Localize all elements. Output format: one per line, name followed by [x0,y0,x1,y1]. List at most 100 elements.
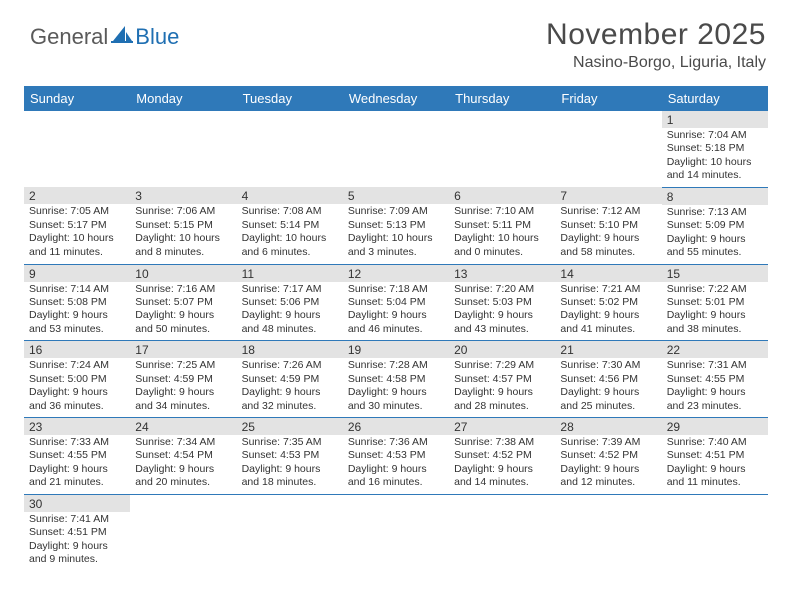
day-details: Sunrise: 7:26 AMSunset: 4:59 PMDaylight:… [237,358,343,417]
day-details: Sunrise: 7:16 AMSunset: 5:07 PMDaylight:… [130,282,236,341]
weekday-header: Tuesday [237,86,343,111]
day-number: 18 [237,341,343,358]
calendar-cell: 11Sunrise: 7:17 AMSunset: 5:06 PMDayligh… [237,264,343,341]
day-number: 19 [343,341,449,358]
calendar-cell: 3Sunrise: 7:06 AMSunset: 5:15 PMDaylight… [130,187,236,264]
weekday-header: Monday [130,86,236,111]
day-details: Sunrise: 7:18 AMSunset: 5:04 PMDaylight:… [343,282,449,341]
calendar-cell: 13Sunrise: 7:20 AMSunset: 5:03 PMDayligh… [449,264,555,341]
calendar-cell: 19Sunrise: 7:28 AMSunset: 4:58 PMDayligh… [343,341,449,418]
weekday-header: Friday [555,86,661,111]
calendar-cell: 29Sunrise: 7:40 AMSunset: 4:51 PMDayligh… [662,418,768,495]
day-details: Sunrise: 7:36 AMSunset: 4:53 PMDaylight:… [343,435,449,494]
logo: General Blue [30,18,179,50]
day-number: 24 [130,418,236,435]
day-number: 6 [449,187,555,204]
weekday-header: Thursday [449,86,555,111]
calendar-cell [449,494,555,570]
day-details: Sunrise: 7:39 AMSunset: 4:52 PMDaylight:… [555,435,661,494]
day-number: 27 [449,418,555,435]
calendar-cell [237,111,343,187]
day-number: 3 [130,187,236,204]
month-title: November 2025 [546,18,766,52]
calendar-cell: 16Sunrise: 7:24 AMSunset: 5:00 PMDayligh… [24,341,130,418]
day-details: Sunrise: 7:29 AMSunset: 4:57 PMDaylight:… [449,358,555,417]
day-number: 15 [662,265,768,282]
calendar-cell: 28Sunrise: 7:39 AMSunset: 4:52 PMDayligh… [555,418,661,495]
weekday-header: Saturday [662,86,768,111]
calendar-cell [343,494,449,570]
calendar-cell [130,111,236,187]
calendar-cell: 23Sunrise: 7:33 AMSunset: 4:55 PMDayligh… [24,418,130,495]
day-number: 29 [662,418,768,435]
calendar-cell: 4Sunrise: 7:08 AMSunset: 5:14 PMDaylight… [237,187,343,264]
calendar-row: 16Sunrise: 7:24 AMSunset: 5:00 PMDayligh… [24,341,768,418]
calendar-cell: 27Sunrise: 7:38 AMSunset: 4:52 PMDayligh… [449,418,555,495]
day-number: 12 [343,265,449,282]
calendar-cell: 9Sunrise: 7:14 AMSunset: 5:08 PMDaylight… [24,264,130,341]
day-number: 8 [662,188,768,205]
logo-text-blue: Blue [135,24,179,50]
calendar-cell: 30Sunrise: 7:41 AMSunset: 4:51 PMDayligh… [24,494,130,570]
title-block: November 2025 Nasino-Borgo, Liguria, Ita… [546,18,766,72]
calendar-cell [343,111,449,187]
calendar-cell: 5Sunrise: 7:09 AMSunset: 5:13 PMDaylight… [343,187,449,264]
day-details: Sunrise: 7:40 AMSunset: 4:51 PMDaylight:… [662,435,768,494]
day-number: 13 [449,265,555,282]
calendar-cell: 22Sunrise: 7:31 AMSunset: 4:55 PMDayligh… [662,341,768,418]
day-number: 2 [24,187,130,204]
logo-text-general: General [30,24,108,50]
day-number: 16 [24,341,130,358]
day-details: Sunrise: 7:33 AMSunset: 4:55 PMDaylight:… [24,435,130,494]
calendar-cell: 21Sunrise: 7:30 AMSunset: 4:56 PMDayligh… [555,341,661,418]
calendar-cell [662,494,768,570]
day-details: Sunrise: 7:20 AMSunset: 5:03 PMDaylight:… [449,282,555,341]
day-details: Sunrise: 7:04 AMSunset: 5:18 PMDaylight:… [662,128,768,187]
calendar-table: SundayMondayTuesdayWednesdayThursdayFrid… [24,86,768,571]
day-number: 20 [449,341,555,358]
day-details: Sunrise: 7:05 AMSunset: 5:17 PMDaylight:… [24,204,130,263]
day-details: Sunrise: 7:25 AMSunset: 4:59 PMDaylight:… [130,358,236,417]
calendar-cell: 2Sunrise: 7:05 AMSunset: 5:17 PMDaylight… [24,187,130,264]
day-number: 17 [130,341,236,358]
day-details: Sunrise: 7:06 AMSunset: 5:15 PMDaylight:… [130,204,236,263]
calendar-cell [237,494,343,570]
calendar-cell: 1Sunrise: 7:04 AMSunset: 5:18 PMDaylight… [662,111,768,187]
calendar-row: 9Sunrise: 7:14 AMSunset: 5:08 PMDaylight… [24,264,768,341]
day-number: 7 [555,187,661,204]
calendar-cell [555,494,661,570]
weekday-header: Wednesday [343,86,449,111]
calendar-cell: 15Sunrise: 7:22 AMSunset: 5:01 PMDayligh… [662,264,768,341]
day-details: Sunrise: 7:35 AMSunset: 4:53 PMDaylight:… [237,435,343,494]
day-number: 22 [662,341,768,358]
day-number: 14 [555,265,661,282]
calendar-cell: 6Sunrise: 7:10 AMSunset: 5:11 PMDaylight… [449,187,555,264]
calendar-row: 1Sunrise: 7:04 AMSunset: 5:18 PMDaylight… [24,111,768,187]
calendar-cell: 10Sunrise: 7:16 AMSunset: 5:07 PMDayligh… [130,264,236,341]
calendar-cell: 20Sunrise: 7:29 AMSunset: 4:57 PMDayligh… [449,341,555,418]
day-number: 30 [24,495,130,512]
day-details: Sunrise: 7:22 AMSunset: 5:01 PMDaylight:… [662,282,768,341]
calendar-row: 2Sunrise: 7:05 AMSunset: 5:17 PMDaylight… [24,187,768,264]
day-details: Sunrise: 7:34 AMSunset: 4:54 PMDaylight:… [130,435,236,494]
day-details: Sunrise: 7:38 AMSunset: 4:52 PMDaylight:… [449,435,555,494]
weekday-header-row: SundayMondayTuesdayWednesdayThursdayFrid… [24,86,768,111]
calendar-cell: 18Sunrise: 7:26 AMSunset: 4:59 PMDayligh… [237,341,343,418]
calendar-cell: 25Sunrise: 7:35 AMSunset: 4:53 PMDayligh… [237,418,343,495]
day-details: Sunrise: 7:21 AMSunset: 5:02 PMDaylight:… [555,282,661,341]
day-details: Sunrise: 7:30 AMSunset: 4:56 PMDaylight:… [555,358,661,417]
day-details: Sunrise: 7:08 AMSunset: 5:14 PMDaylight:… [237,204,343,263]
calendar-row: 30Sunrise: 7:41 AMSunset: 4:51 PMDayligh… [24,494,768,570]
logo-sail-icon [111,24,133,50]
calendar-cell [555,111,661,187]
calendar-cell [449,111,555,187]
calendar-cell: 8Sunrise: 7:13 AMSunset: 5:09 PMDaylight… [662,187,768,264]
day-details: Sunrise: 7:24 AMSunset: 5:00 PMDaylight:… [24,358,130,417]
day-details: Sunrise: 7:13 AMSunset: 5:09 PMDaylight:… [662,205,768,264]
day-details: Sunrise: 7:09 AMSunset: 5:13 PMDaylight:… [343,204,449,263]
day-number: 5 [343,187,449,204]
day-number: 11 [237,265,343,282]
day-number: 21 [555,341,661,358]
calendar-cell [130,494,236,570]
location: Nasino-Borgo, Liguria, Italy [546,54,766,72]
